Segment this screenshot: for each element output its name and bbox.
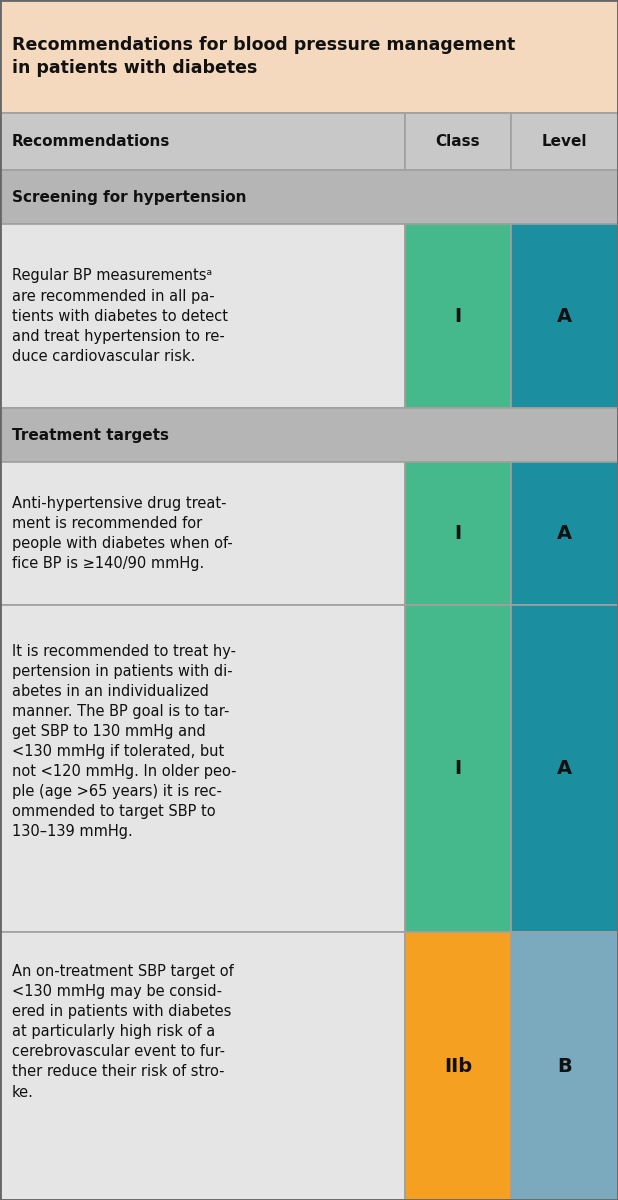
- Text: Class: Class: [436, 134, 480, 149]
- Text: Regular BP measurementsᵃ
are recommended in all pa-
tients with diabetes to dete: Regular BP measurementsᵃ are recommended…: [12, 269, 228, 364]
- Bar: [511, 224, 618, 408]
- Bar: [0, 605, 405, 932]
- Text: A: A: [557, 758, 572, 778]
- Text: Level: Level: [542, 134, 587, 149]
- Bar: [0, 0, 618, 113]
- Bar: [405, 462, 511, 605]
- Text: A: A: [557, 524, 572, 542]
- Bar: [405, 605, 511, 932]
- Bar: [511, 605, 618, 932]
- Text: Screening for hypertension: Screening for hypertension: [12, 190, 247, 204]
- Bar: [0, 170, 618, 224]
- Bar: [511, 113, 618, 170]
- Text: An on-treatment SBP target of
<130 mmHg may be consid-
ered in patients with dia: An on-treatment SBP target of <130 mmHg …: [12, 965, 234, 1099]
- Text: Treatment targets: Treatment targets: [12, 427, 169, 443]
- Text: Recommendations for blood pressure management
in patients with diabetes: Recommendations for blood pressure manag…: [12, 36, 515, 77]
- Text: IIb: IIb: [444, 1056, 472, 1075]
- Bar: [511, 932, 618, 1200]
- Text: Anti-hypertensive drug treat-
ment is recommended for
people with diabetes when : Anti-hypertensive drug treat- ment is re…: [12, 496, 233, 571]
- Bar: [0, 113, 405, 170]
- Bar: [0, 932, 405, 1200]
- Bar: [405, 932, 511, 1200]
- Text: I: I: [454, 524, 462, 542]
- Bar: [0, 224, 405, 408]
- Bar: [405, 113, 511, 170]
- Bar: [511, 462, 618, 605]
- Bar: [0, 408, 618, 462]
- Text: I: I: [454, 758, 462, 778]
- Text: I: I: [454, 306, 462, 325]
- Bar: [0, 462, 405, 605]
- Text: Recommendations: Recommendations: [12, 134, 171, 149]
- Text: It is recommended to treat hy-
pertension in patients with di-
abetes in an indi: It is recommended to treat hy- pertensio…: [12, 644, 237, 840]
- Text: B: B: [557, 1056, 572, 1075]
- Bar: [405, 224, 511, 408]
- Text: A: A: [557, 306, 572, 325]
